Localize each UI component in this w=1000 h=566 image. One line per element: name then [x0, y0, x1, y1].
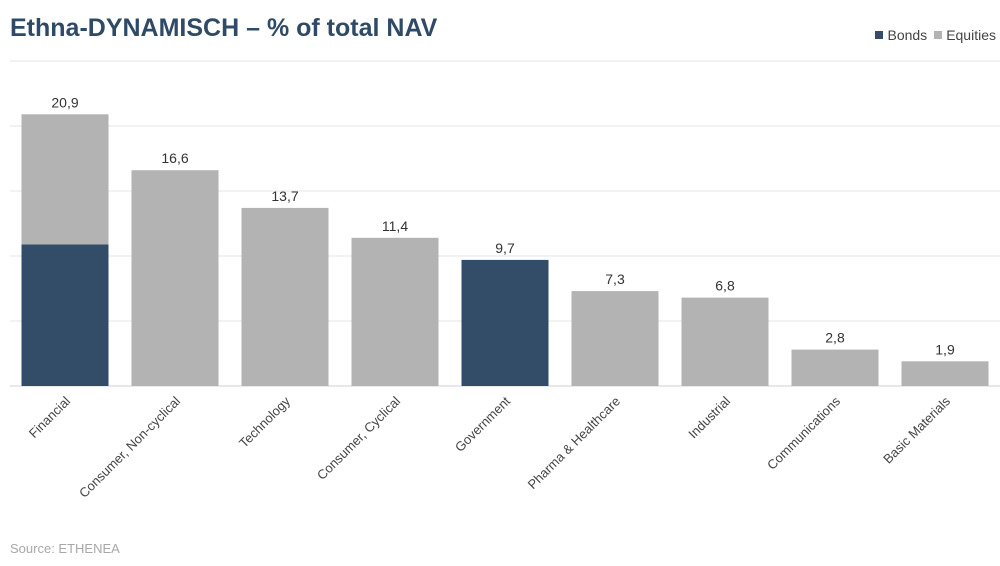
category-label: Communications — [764, 393, 843, 472]
legend-item-bonds: Bonds — [875, 27, 927, 43]
bar-equities — [131, 170, 219, 386]
legend-item-equities: Equities — [934, 27, 996, 43]
data-label: 7,3 — [605, 271, 625, 287]
category-label: Basic Materials — [880, 393, 953, 466]
bar-equities — [791, 349, 879, 386]
legend-label-equities: Equities — [946, 27, 996, 43]
chart-title: Ethna-DYNAMISCH – % of total NAV — [10, 14, 438, 42]
category-label: Industrial — [685, 393, 733, 441]
bar-equities — [351, 237, 439, 386]
data-label: 2,8 — [825, 330, 845, 346]
bar-bonds — [21, 244, 109, 386]
bar-equities — [571, 291, 659, 386]
category-label: Technology — [236, 393, 293, 450]
data-label: 11,4 — [382, 218, 408, 234]
category-label: Consumer, Non-cyclical — [76, 393, 183, 500]
category-label: Financial — [26, 393, 73, 440]
legend-label-bonds: Bonds — [887, 27, 928, 43]
data-label: 1,9 — [935, 341, 955, 357]
bar-bonds — [461, 259, 549, 386]
bar-equities — [681, 297, 769, 386]
data-label: 20,9 — [51, 94, 78, 110]
legend-swatch-equities — [934, 31, 943, 39]
category-label: Pharma & Healthcare — [525, 394, 623, 492]
data-label: 6,8 — [715, 278, 735, 294]
bar-equities — [241, 207, 329, 386]
legend-swatch-bonds — [875, 31, 884, 39]
bar-equities — [901, 361, 989, 386]
source-note: Source: ETHENEA — [10, 541, 120, 556]
legend: Bonds Equities — [868, 27, 996, 43]
category-label: Government — [452, 393, 513, 454]
data-label: 13,7 — [271, 188, 298, 204]
bar-equities — [21, 114, 109, 245]
category-label: Consumer, Cyclical — [314, 393, 403, 482]
data-label: 16,6 — [161, 150, 188, 166]
data-label: 9,7 — [495, 240, 515, 256]
